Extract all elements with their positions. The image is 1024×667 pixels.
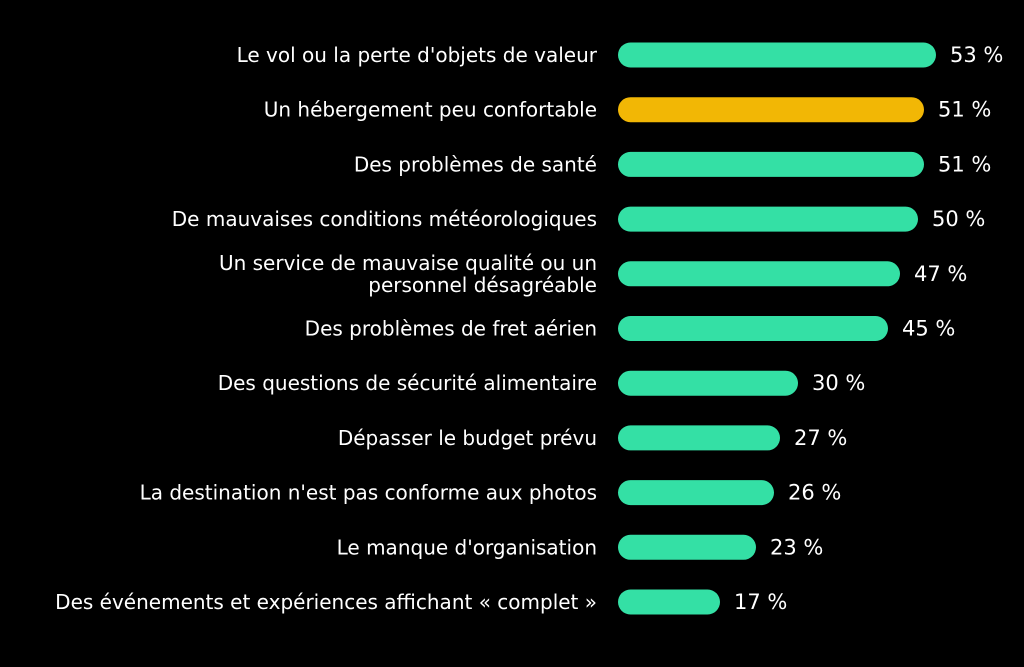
value-label-9: 26 %	[788, 481, 841, 505]
bar-4	[618, 206, 918, 232]
bar-10	[618, 534, 756, 560]
bar-1	[618, 42, 936, 68]
category-label-line: Des événements et expériences affichant …	[55, 590, 597, 614]
category-label-11: Des événements et expériences affichant …	[55, 590, 597, 614]
category-label-line: La destination n'est pas conforme aux ph…	[140, 481, 597, 505]
category-label-2: Un hébergement peu confortable	[264, 98, 597, 122]
bar-11	[618, 589, 720, 615]
category-label-line: Des questions de sécurité alimentaire	[218, 371, 597, 395]
category-labels: Le vol ou la perte d'objets de valeur Un …	[55, 43, 598, 614]
bar-8	[618, 425, 780, 451]
category-label-line: Le vol ou la perte d'objets de valeur	[237, 43, 598, 67]
bar-6	[618, 316, 888, 341]
category-label-9: La destination n'est pas conforme aux ph…	[140, 481, 597, 505]
category-label-10: Le manque d'organisation	[337, 535, 597, 559]
bar-3	[618, 151, 924, 177]
category-label-line: De mauvaises conditions météorologiques	[172, 207, 597, 231]
bar-2	[618, 97, 924, 123]
bar-9	[618, 480, 774, 506]
category-label-line: Dépasser le budget prévu	[338, 426, 597, 450]
category-label-6: Des problèmes de fret aérien	[305, 317, 597, 341]
category-label-1: Le vol ou la perte d'objets de valeur	[237, 43, 598, 67]
value-label-2: 51 %	[938, 98, 991, 122]
category-label-8: Dépasser le budget prévu	[338, 426, 597, 450]
category-label-3: Des problèmes de santé	[354, 152, 597, 176]
category-label-line: Des problèmes de santé	[354, 152, 597, 176]
category-label-line: Un service de mauvaise qualité ou un	[219, 251, 597, 275]
bar-5	[618, 261, 900, 287]
category-label-4: De mauvaises conditions météorologiques	[172, 207, 597, 231]
value-label-1: 53 %	[950, 43, 1003, 67]
bar-7	[618, 370, 798, 396]
bars-layer	[618, 42, 936, 615]
value-label-11: 17 %	[734, 590, 787, 614]
value-labels: 53 % 51 % 51 % 50 % 47 % 45 % 30 % 27 % 26 % 23 %…	[734, 43, 1003, 614]
category-label-line: personnel désagréable	[368, 273, 597, 297]
value-label-7: 30 %	[812, 371, 865, 395]
value-label-3: 51 %	[938, 152, 991, 176]
value-label-6: 45 %	[902, 317, 955, 341]
category-label-7: Des questions de sécurité alimentaire	[218, 371, 597, 395]
value-label-8: 27 %	[794, 426, 847, 450]
category-label-line: Des problèmes de fret aérien	[305, 317, 597, 341]
value-label-4: 50 %	[932, 207, 985, 231]
category-label-line: Un hébergement peu confortable	[264, 98, 597, 122]
value-label-5: 47 %	[914, 262, 967, 286]
category-label-5: Un service de mauvaise qualité ou un pers…	[219, 251, 597, 297]
category-label-line: Le manque d'organisation	[337, 535, 597, 559]
value-label-10: 23 %	[770, 535, 823, 559]
